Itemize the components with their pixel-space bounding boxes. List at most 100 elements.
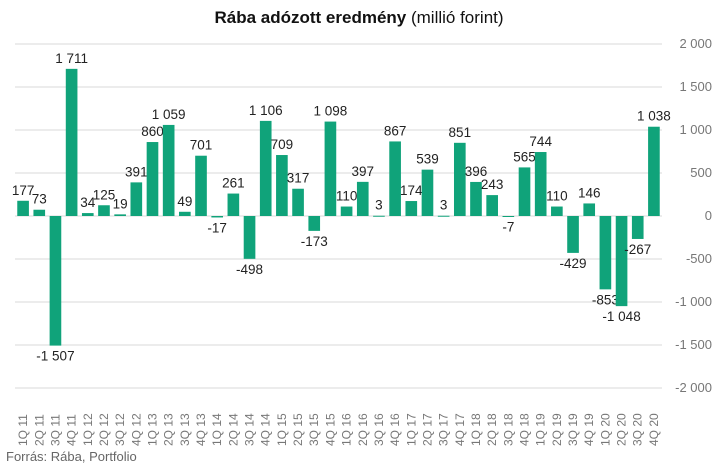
bar bbox=[421, 169, 434, 216]
x-tick-label: 2Q 19 bbox=[550, 413, 564, 446]
data-label: 1 106 bbox=[249, 103, 283, 118]
x-tick-label: 2Q 18 bbox=[485, 413, 499, 446]
bar bbox=[631, 216, 644, 239]
bar bbox=[243, 216, 256, 259]
x-tick-label: 1Q 12 bbox=[81, 413, 95, 446]
data-label: 3 bbox=[440, 198, 448, 213]
x-tick-label: 1Q 19 bbox=[534, 413, 548, 446]
data-label: -17 bbox=[207, 220, 227, 235]
source-note: Forrás: Rába, Portfolio bbox=[6, 449, 137, 464]
bar bbox=[17, 200, 29, 216]
x-tick-label: 1Q 17 bbox=[404, 413, 418, 446]
x-tick-label: 1Q 11 bbox=[16, 414, 30, 446]
chart-title-bold: Rába adózott eredmény bbox=[214, 8, 407, 27]
x-tick-label: 4Q 13 bbox=[194, 413, 208, 446]
data-label: 1 711 bbox=[55, 51, 88, 66]
data-label: -853 bbox=[592, 292, 619, 307]
bar bbox=[324, 121, 337, 216]
x-tick-label: 1Q 15 bbox=[275, 413, 289, 446]
bar bbox=[308, 216, 321, 231]
data-label: 49 bbox=[177, 194, 192, 209]
x-tick-label: 3Q 11 bbox=[48, 414, 62, 446]
bar bbox=[373, 215, 385, 217]
data-label: 1 059 bbox=[152, 107, 186, 122]
x-tick-label: 3Q 20 bbox=[631, 413, 645, 446]
bar bbox=[227, 193, 240, 216]
x-tick-label: 3Q 18 bbox=[501, 413, 515, 446]
y-tick-label: -2 000 bbox=[675, 380, 712, 395]
x-tick-label: 1Q 18 bbox=[469, 413, 483, 446]
data-label: -429 bbox=[560, 256, 587, 271]
x-tick-label: 1Q 20 bbox=[598, 413, 612, 446]
y-tick-label: -1 000 bbox=[675, 294, 712, 309]
data-label: 110 bbox=[546, 189, 568, 204]
data-label: -173 bbox=[301, 234, 328, 249]
data-label: 3 bbox=[375, 198, 383, 213]
bar bbox=[453, 142, 466, 216]
data-label: 110 bbox=[336, 189, 358, 204]
bar bbox=[486, 195, 498, 216]
chart-title: Rába adózott eredmény (millió forint) bbox=[0, 8, 718, 28]
bar bbox=[81, 213, 94, 216]
data-label: 174 bbox=[400, 183, 423, 198]
bar bbox=[195, 155, 207, 216]
bar bbox=[389, 141, 401, 216]
bar bbox=[551, 206, 563, 216]
data-label: -267 bbox=[624, 242, 651, 257]
data-label: 565 bbox=[513, 149, 536, 164]
data-label: 1 038 bbox=[637, 109, 671, 124]
bar bbox=[648, 126, 660, 216]
x-tick-label: 4Q 18 bbox=[518, 413, 532, 446]
bar bbox=[259, 120, 272, 216]
x-tick-label: 3Q 14 bbox=[243, 413, 257, 446]
y-tick-label: 1 000 bbox=[679, 122, 712, 137]
bar bbox=[33, 209, 46, 216]
data-label: 1 098 bbox=[314, 104, 348, 119]
x-tick-label: 2Q 14 bbox=[226, 413, 240, 446]
x-tick-label: 2Q 15 bbox=[291, 413, 305, 446]
x-tick-label: 3Q 12 bbox=[113, 413, 127, 446]
bar bbox=[340, 206, 353, 216]
bar bbox=[211, 216, 224, 218]
data-label: 391 bbox=[125, 164, 148, 179]
x-tick-label: 4Q 17 bbox=[453, 413, 467, 446]
data-label: 744 bbox=[529, 134, 552, 149]
x-tick-label: 4Q 20 bbox=[647, 413, 661, 446]
data-label: 539 bbox=[416, 152, 439, 167]
data-label: 867 bbox=[384, 123, 407, 138]
x-tick-label: 1Q 16 bbox=[340, 413, 354, 446]
x-tick-label: 2Q 13 bbox=[162, 413, 176, 446]
y-tick-label: -500 bbox=[686, 251, 712, 266]
y-tick-label: 2 000 bbox=[679, 36, 712, 51]
x-tick-label: 2Q 20 bbox=[615, 413, 629, 446]
x-tick-label: 3Q 16 bbox=[372, 413, 386, 446]
data-label: 34 bbox=[80, 195, 96, 210]
data-label: -7 bbox=[502, 220, 514, 235]
data-label: 177 bbox=[12, 183, 35, 198]
data-label: 851 bbox=[449, 125, 472, 140]
data-label: -498 bbox=[236, 262, 263, 277]
x-tick-label: 2Q 12 bbox=[97, 413, 111, 446]
x-tick-label: 1Q 13 bbox=[145, 413, 159, 446]
bar bbox=[518, 167, 531, 216]
x-tick-label: 2Q 11 bbox=[32, 414, 46, 446]
x-tick-label: 3Q 17 bbox=[437, 413, 451, 446]
data-label: -1 507 bbox=[36, 349, 74, 364]
data-label: 397 bbox=[351, 164, 374, 179]
y-tick-label: 1 500 bbox=[679, 79, 712, 94]
x-tick-label: 4Q 11 bbox=[65, 414, 79, 446]
x-tick-label: 4Q 14 bbox=[259, 413, 273, 446]
bar bbox=[49, 216, 62, 346]
bar bbox=[114, 214, 126, 216]
x-tick-label: 4Q 16 bbox=[388, 413, 402, 446]
data-label: 243 bbox=[481, 177, 504, 192]
bar bbox=[292, 188, 304, 216]
bar bbox=[98, 205, 110, 216]
y-tick-label: 0 bbox=[705, 208, 712, 223]
x-tick-label: 4Q 15 bbox=[323, 413, 337, 446]
data-label: 396 bbox=[465, 164, 488, 179]
x-tick-label: 4Q 12 bbox=[129, 413, 143, 446]
data-label: 125 bbox=[93, 187, 116, 202]
bar bbox=[405, 201, 418, 216]
bar bbox=[356, 181, 369, 216]
